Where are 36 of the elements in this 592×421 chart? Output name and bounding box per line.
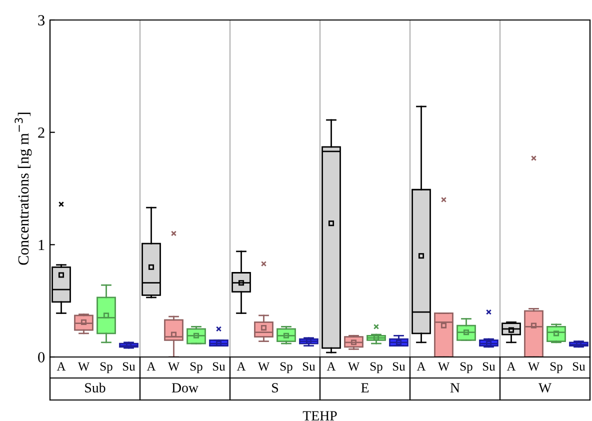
x-tick-label: Sub <box>85 382 106 392</box>
text: W <box>258 362 270 371</box>
x-tick-label: W <box>538 383 552 393</box>
x-tick-label: S <box>272 383 278 392</box>
x-tick-label: Dow <box>172 383 198 392</box>
series-label: Su <box>122 362 136 371</box>
y-tick-label: 2 <box>38 128 44 138</box>
text: A <box>416 362 426 371</box>
text: A <box>146 362 156 371</box>
y-axis-title: Concentrations [ng m$^{−3}$] <box>14 112 32 265</box>
text: Su <box>572 362 586 371</box>
text: Su <box>392 362 406 371</box>
text: Sp <box>280 362 292 374</box>
x-axis-title: TEHP <box>302 411 337 420</box>
text: Sp <box>460 362 472 374</box>
text: Su <box>212 362 226 371</box>
text: Sp <box>100 362 112 374</box>
text: Su <box>302 362 316 371</box>
text: W <box>78 362 90 371</box>
x-tick-label: E <box>361 383 369 392</box>
series-label: A <box>326 362 336 371</box>
y-tick-label: 1 <box>38 240 44 250</box>
series-label: Sp <box>190 362 202 374</box>
text: A <box>236 362 246 371</box>
text: A <box>56 362 66 371</box>
text: W <box>348 362 360 371</box>
text: W <box>168 362 180 371</box>
y-tick-label: 0 <box>38 352 45 362</box>
legend-label: W <box>438 362 450 371</box>
text: Su <box>482 362 496 371</box>
text: Sp <box>550 362 562 374</box>
text: W <box>528 362 540 371</box>
text: A <box>506 362 516 371</box>
text: Sp <box>370 362 382 374</box>
x-tick-label: N <box>450 383 460 392</box>
y-tick-label: 3 <box>38 15 45 26</box>
